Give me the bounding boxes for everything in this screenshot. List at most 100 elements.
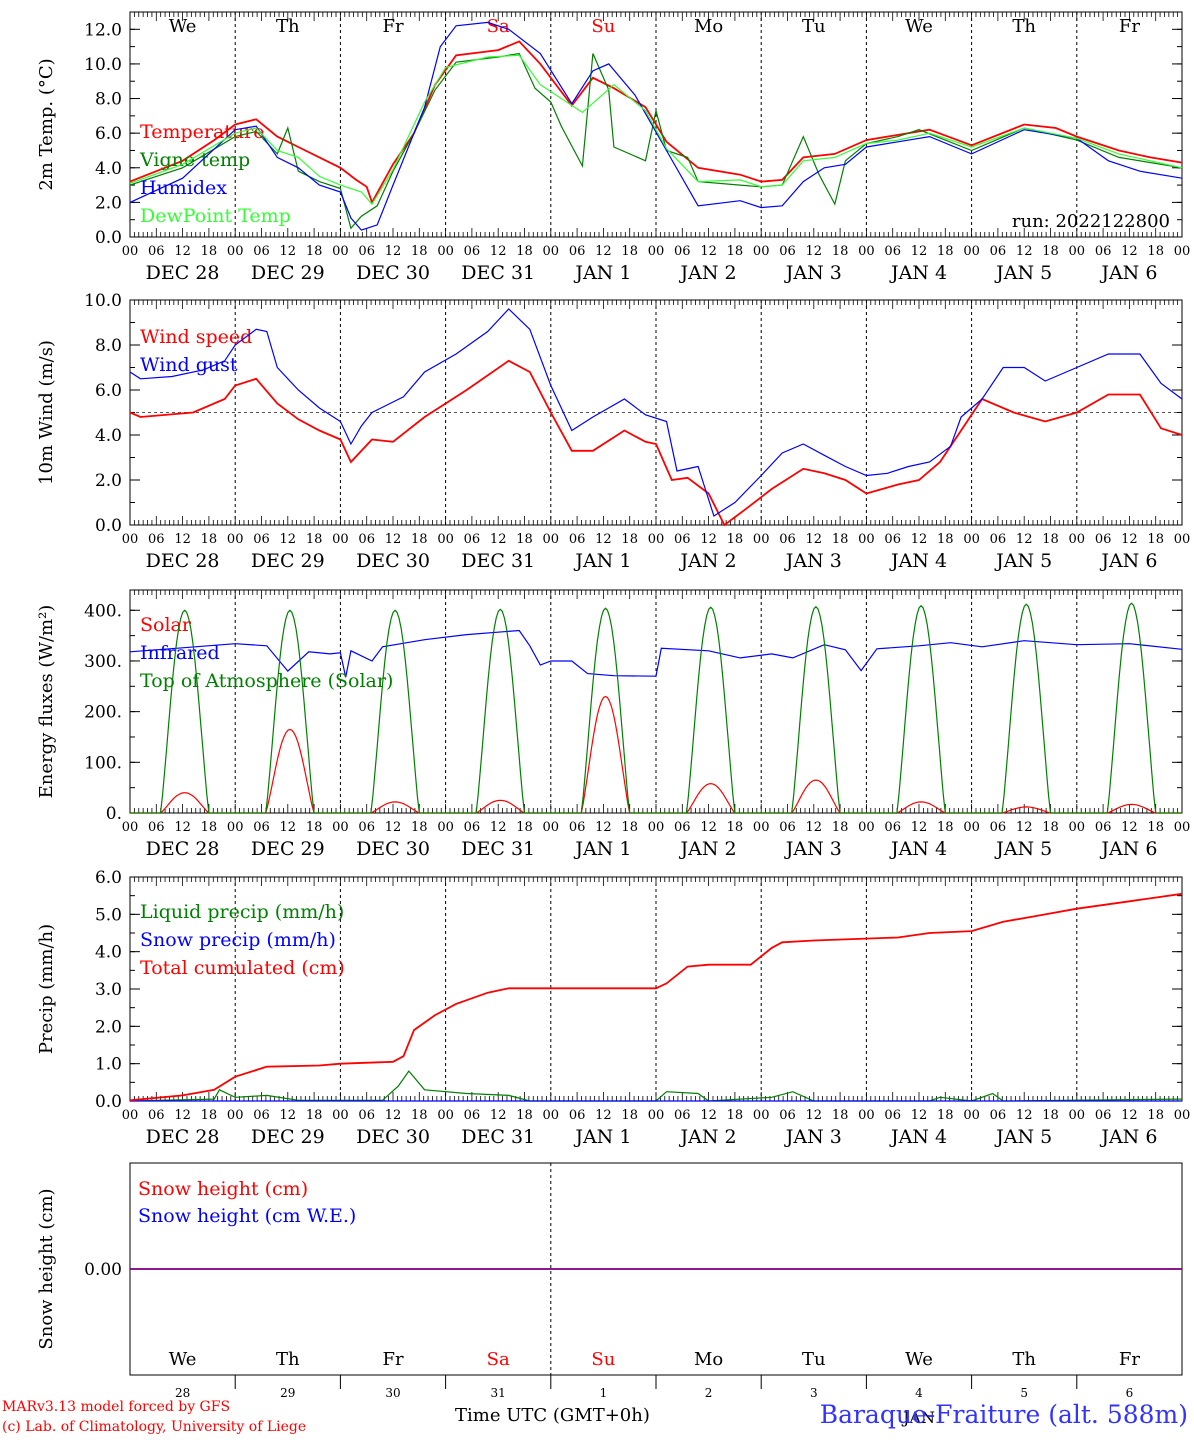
hour-label: 12: [174, 244, 191, 259]
hour-label: 18: [832, 1108, 849, 1123]
date-label: JAN 1: [573, 262, 631, 284]
hour-label: 12: [280, 820, 297, 835]
y-tick-label: 400.: [84, 601, 122, 621]
hour-label: 12: [700, 532, 717, 547]
weekday-label: Fr: [1119, 16, 1140, 37]
hour-label: 06: [253, 244, 270, 259]
hour-label: 00: [437, 244, 454, 259]
day-number: 2: [705, 1386, 713, 1400]
hour-label: 12: [490, 820, 507, 835]
weekday-label: Mo: [694, 1349, 723, 1370]
y-tick-label: 2.0: [95, 1017, 122, 1037]
weekday-label: Mo: [694, 16, 723, 37]
credit-line-2: (c) Lab. of Climatology, University of L…: [2, 1419, 307, 1435]
date-label: JAN 2: [679, 838, 737, 860]
hour-label: 00: [543, 532, 560, 547]
hour-label: 00: [1069, 1108, 1086, 1123]
hour-label: 18: [306, 244, 323, 259]
month-label: JAN: [901, 1408, 935, 1427]
hour-label: 12: [700, 244, 717, 259]
hour-label: 06: [990, 244, 1007, 259]
hour-label: 06: [253, 532, 270, 547]
legend-entry: Snow height (cm W.E.): [138, 1205, 356, 1227]
date-label: JAN 2: [679, 550, 737, 572]
series-line-wind-speed: [129, 359, 1183, 527]
hour-label: 00: [963, 820, 980, 835]
y-tick-label: 0.0: [95, 228, 122, 248]
date-label: JAN 6: [1099, 550, 1157, 572]
date-label: JAN 5: [994, 262, 1052, 284]
weekday-label: Su: [591, 1349, 615, 1370]
weekday-label: Su: [591, 16, 615, 37]
credit-line-1: MARv3.13 model forced by GFS: [2, 1399, 231, 1415]
hour-label: 00: [963, 532, 980, 547]
date-label: DEC 29: [251, 838, 325, 860]
date-label: JAN 5: [994, 838, 1052, 860]
hour-label: 06: [779, 1108, 796, 1123]
hour-label: 12: [1016, 244, 1033, 259]
weekday-label: We: [905, 16, 933, 37]
legend-entry: Humidex: [140, 177, 227, 199]
hour-label: 00: [858, 244, 875, 259]
hour-label: 12: [490, 244, 507, 259]
date-label: DEC 30: [356, 550, 430, 572]
hour-label: 06: [253, 1108, 270, 1123]
hour-label: 06: [148, 244, 165, 259]
hour-label: 12: [1016, 820, 1033, 835]
date-label: DEC 29: [251, 262, 325, 284]
hour-label: 18: [1042, 820, 1059, 835]
hour-label: 12: [385, 1108, 402, 1123]
series-line-humidex: [129, 21, 1183, 231]
day-number: 6: [1126, 1386, 1134, 1400]
series-line-top-of-atmosphere-solar-: [130, 602, 1182, 814]
hour-label: 18: [411, 244, 428, 259]
hour-label: 00: [437, 820, 454, 835]
hour-label: 18: [306, 532, 323, 547]
date-label: DEC 28: [146, 550, 220, 572]
y-tick-label: 4.0: [95, 426, 122, 446]
hour-label: 06: [569, 532, 586, 547]
hour-label: 00: [122, 244, 139, 259]
hour-label: 18: [516, 1108, 533, 1123]
hour-label: 12: [911, 1108, 928, 1123]
hour-label: 18: [937, 1108, 954, 1123]
date-label: JAN 2: [679, 1126, 737, 1148]
hour-label: 06: [779, 820, 796, 835]
y-tick-label: 2.0: [95, 471, 122, 491]
weekday-label: We: [169, 1349, 197, 1370]
hour-label: 00: [227, 1108, 244, 1123]
hour-label: 12: [806, 244, 823, 259]
date-label: JAN 6: [1099, 1126, 1157, 1148]
y-tick-label: 8.0: [95, 336, 122, 356]
hour-label: 12: [1016, 1108, 1033, 1123]
day-number: 3: [810, 1386, 818, 1400]
hour-label: 06: [358, 1108, 375, 1123]
hour-label: 00: [753, 244, 770, 259]
date-label: JAN 6: [1099, 262, 1157, 284]
y-tick-label: 200.: [84, 703, 122, 723]
hour-label: 18: [727, 820, 744, 835]
weekday-label: Tu: [802, 16, 826, 37]
y-axis-label: Precip (mm/h): [36, 924, 57, 1054]
hour-label: 00: [332, 532, 349, 547]
hour-label: 00: [1174, 820, 1191, 835]
hour-label: 06: [253, 820, 270, 835]
hour-label: 06: [148, 532, 165, 547]
hour-label: 06: [148, 820, 165, 835]
weekday-label: Fr: [382, 16, 403, 37]
hour-label: 00: [648, 820, 665, 835]
hour-label: 12: [1016, 532, 1033, 547]
hour-label: 00: [1174, 532, 1191, 547]
date-label: JAN 3: [784, 1126, 842, 1148]
y-tick-label: 300.: [84, 652, 122, 672]
hour-label: 18: [516, 532, 533, 547]
date-label: JAN 4: [889, 1126, 947, 1148]
hour-label: 06: [674, 1108, 691, 1123]
hour-label: 12: [595, 1108, 612, 1123]
hour-label: 12: [806, 820, 823, 835]
day-number: 29: [280, 1386, 295, 1400]
hour-label: 18: [727, 244, 744, 259]
hour-label: 06: [148, 1108, 165, 1123]
hour-label: 06: [990, 1108, 1007, 1123]
